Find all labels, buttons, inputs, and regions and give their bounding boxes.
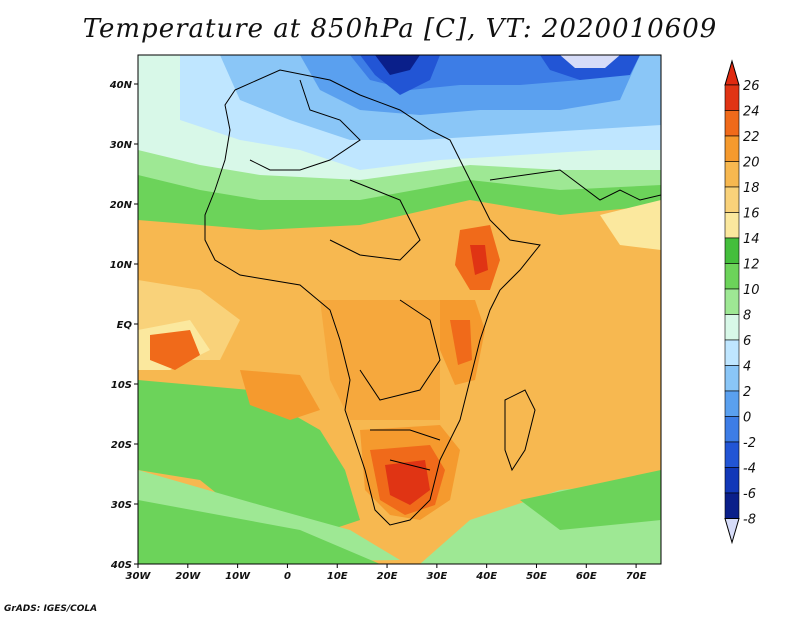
- lon-label-70E: 70E: [626, 571, 647, 582]
- colorbar-segment: [724, 237, 740, 264]
- temperature-field: [138, 55, 661, 564]
- colorbar-segment: [724, 416, 740, 443]
- colorbar-segment: [724, 365, 740, 392]
- lat-label-30N: 30N: [110, 140, 133, 151]
- colorbar-top-arrow: [724, 59, 740, 86]
- lat-label-20S: 20S: [111, 440, 132, 451]
- lon-label-40E: 40E: [475, 571, 497, 582]
- lat-label-10N: 10N: [110, 260, 133, 271]
- colorbar-segment: [724, 84, 740, 111]
- lat-label-20N: 20N: [110, 200, 133, 211]
- lat-label-40S: 40S: [110, 560, 132, 571]
- lat-label-EQ: EQ: [117, 320, 133, 331]
- map-frame: [137, 54, 662, 565]
- colorbar-label-14: 14: [743, 232, 760, 247]
- colorbar-segment: [724, 263, 740, 290]
- lon-label-30E: 30E: [426, 571, 447, 582]
- lat-label-10S: 10S: [111, 380, 132, 391]
- colorbar-label-6: 6: [743, 334, 751, 349]
- colorbar-label-12: 12: [743, 258, 760, 273]
- lon-label-10W: 10W: [225, 571, 251, 582]
- lat-label-30S: 30S: [111, 500, 132, 511]
- credit-text: GrADS: IGES/COLA: [4, 604, 98, 614]
- colorbar-segment: [724, 390, 740, 417]
- colorbar-label-26: 26: [743, 79, 760, 94]
- colorbar-bottom-arrow: [724, 518, 740, 545]
- colorbar-segment: [724, 467, 740, 494]
- colorbar-label--2: -2: [743, 436, 756, 451]
- latitude-axis: 40N 30N 20N 10N EQ 10S 20S 30S 40S: [109, 80, 138, 571]
- colorbar-label-8: 8: [743, 309, 751, 324]
- lon-label-20E: 20E: [377, 571, 398, 582]
- lon-label-0: 0: [284, 571, 291, 582]
- colorbar-segment: [724, 288, 740, 315]
- colorbar-segment: [724, 339, 740, 366]
- colorbar-segment: [724, 110, 740, 137]
- lon-label-30W: 30W: [126, 571, 152, 582]
- colorbar-label--6: -6: [743, 487, 756, 502]
- colorbar-label-0: 0: [743, 411, 751, 426]
- lon-label-60E: 60E: [576, 571, 597, 582]
- colorbar-label-4: 4: [743, 360, 751, 375]
- longitude-axis: 30W 20W 10W 0 10E 20E 30E 40E 50E 60E 70E: [126, 564, 647, 582]
- colorbar-segment: [724, 135, 740, 162]
- colorbar-label--4: -4: [743, 462, 756, 477]
- colorbar-segment: [724, 492, 740, 519]
- colorbar-segment: [724, 212, 740, 239]
- lon-label-20W: 20W: [175, 571, 201, 582]
- colorbar-segment: [724, 314, 740, 341]
- lat-label-40N: 40N: [109, 80, 133, 91]
- colorbar-label-2: 2: [743, 385, 751, 400]
- colorbar-label-16: 16: [743, 207, 760, 222]
- colorbar-label--8: -8: [743, 513, 756, 528]
- coastlines: [204, 69, 661, 526]
- map-title: Temperature at 850hPa [C], VT: 202001060…: [82, 14, 718, 44]
- colorbar-segment: [724, 161, 740, 188]
- colorbar-segment: [724, 441, 740, 468]
- colorbar-label-18: 18: [743, 181, 760, 196]
- colorbar-label-22: 22: [743, 130, 760, 145]
- colorbar-label-10: 10: [743, 283, 760, 298]
- colorbar-segment: [724, 186, 740, 213]
- lon-label-50E: 50E: [526, 571, 547, 582]
- colorbar-label-20: 20: [743, 156, 760, 171]
- lon-label-10E: 10E: [327, 571, 348, 582]
- colorbar-label-24: 24: [743, 105, 760, 120]
